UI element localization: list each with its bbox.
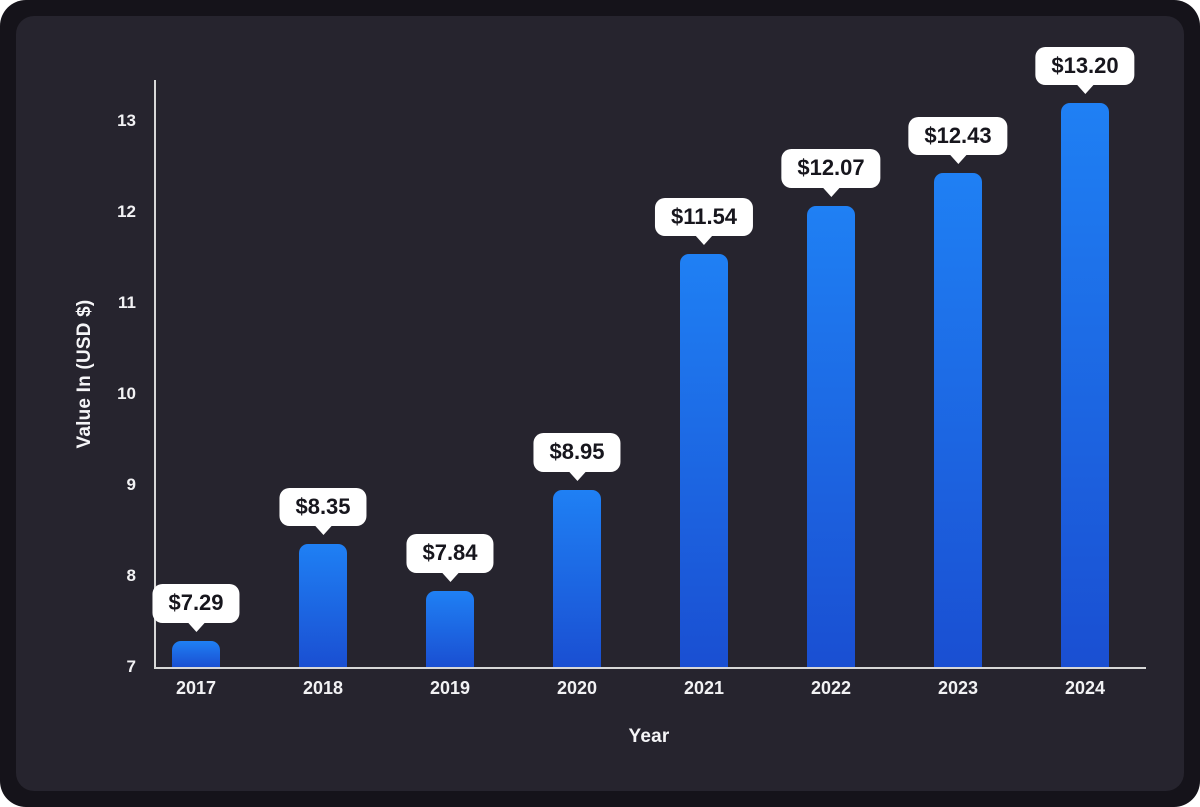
- x-tick-label-2019: 2019: [429, 678, 471, 698]
- value-tooltip-2017: $7.29: [152, 584, 240, 623]
- x-tick-label-2021: 2021: [683, 678, 725, 698]
- value-tooltip-2019: $7.84: [406, 534, 494, 573]
- plot-area: [154, 80, 1146, 669]
- x-tick-label-2022: 2022: [810, 678, 852, 698]
- x-axis-title: Year: [628, 726, 670, 747]
- bar-2024[interactable]: [1061, 102, 1109, 667]
- bar-2017[interactable]: [172, 640, 220, 667]
- x-tick-label-2023: 2023: [937, 678, 979, 698]
- y-tick-label: 7: [126, 657, 136, 676]
- bar-2023[interactable]: [934, 172, 982, 667]
- y-tick-label: 13: [117, 111, 136, 130]
- value-tooltip-2024: $13.20: [1035, 46, 1135, 85]
- y-tick-label: 12: [117, 202, 136, 221]
- value-tooltip-2022: $12.07: [781, 149, 881, 188]
- bar-2018[interactable]: [299, 544, 347, 667]
- value-tooltip-2021: $11.54: [654, 197, 754, 236]
- y-tick-label: 8: [126, 566, 136, 585]
- y-tick-label: 10: [117, 384, 136, 403]
- x-tick-label-2020: 2020: [556, 678, 598, 698]
- bar-2019[interactable]: [426, 590, 474, 667]
- x-tick-label-2017: 2017: [175, 678, 217, 698]
- x-tick-label-2018: 2018: [302, 678, 344, 698]
- y-tick-label: 11: [118, 293, 136, 312]
- x-tick-label-2024: 2024: [1064, 678, 1106, 698]
- value-tooltip-2023: $12.43: [908, 116, 1008, 155]
- bar-2022[interactable]: [807, 205, 855, 667]
- y-tick-label: 9: [126, 475, 136, 494]
- value-tooltip-2020: $8.95: [533, 433, 621, 472]
- y-axis-title: Value In (USD $): [74, 299, 95, 449]
- value-tooltip-2018: $8.35: [279, 487, 367, 527]
- bar-2020[interactable]: [553, 489, 601, 667]
- bar-2021[interactable]: [680, 253, 728, 667]
